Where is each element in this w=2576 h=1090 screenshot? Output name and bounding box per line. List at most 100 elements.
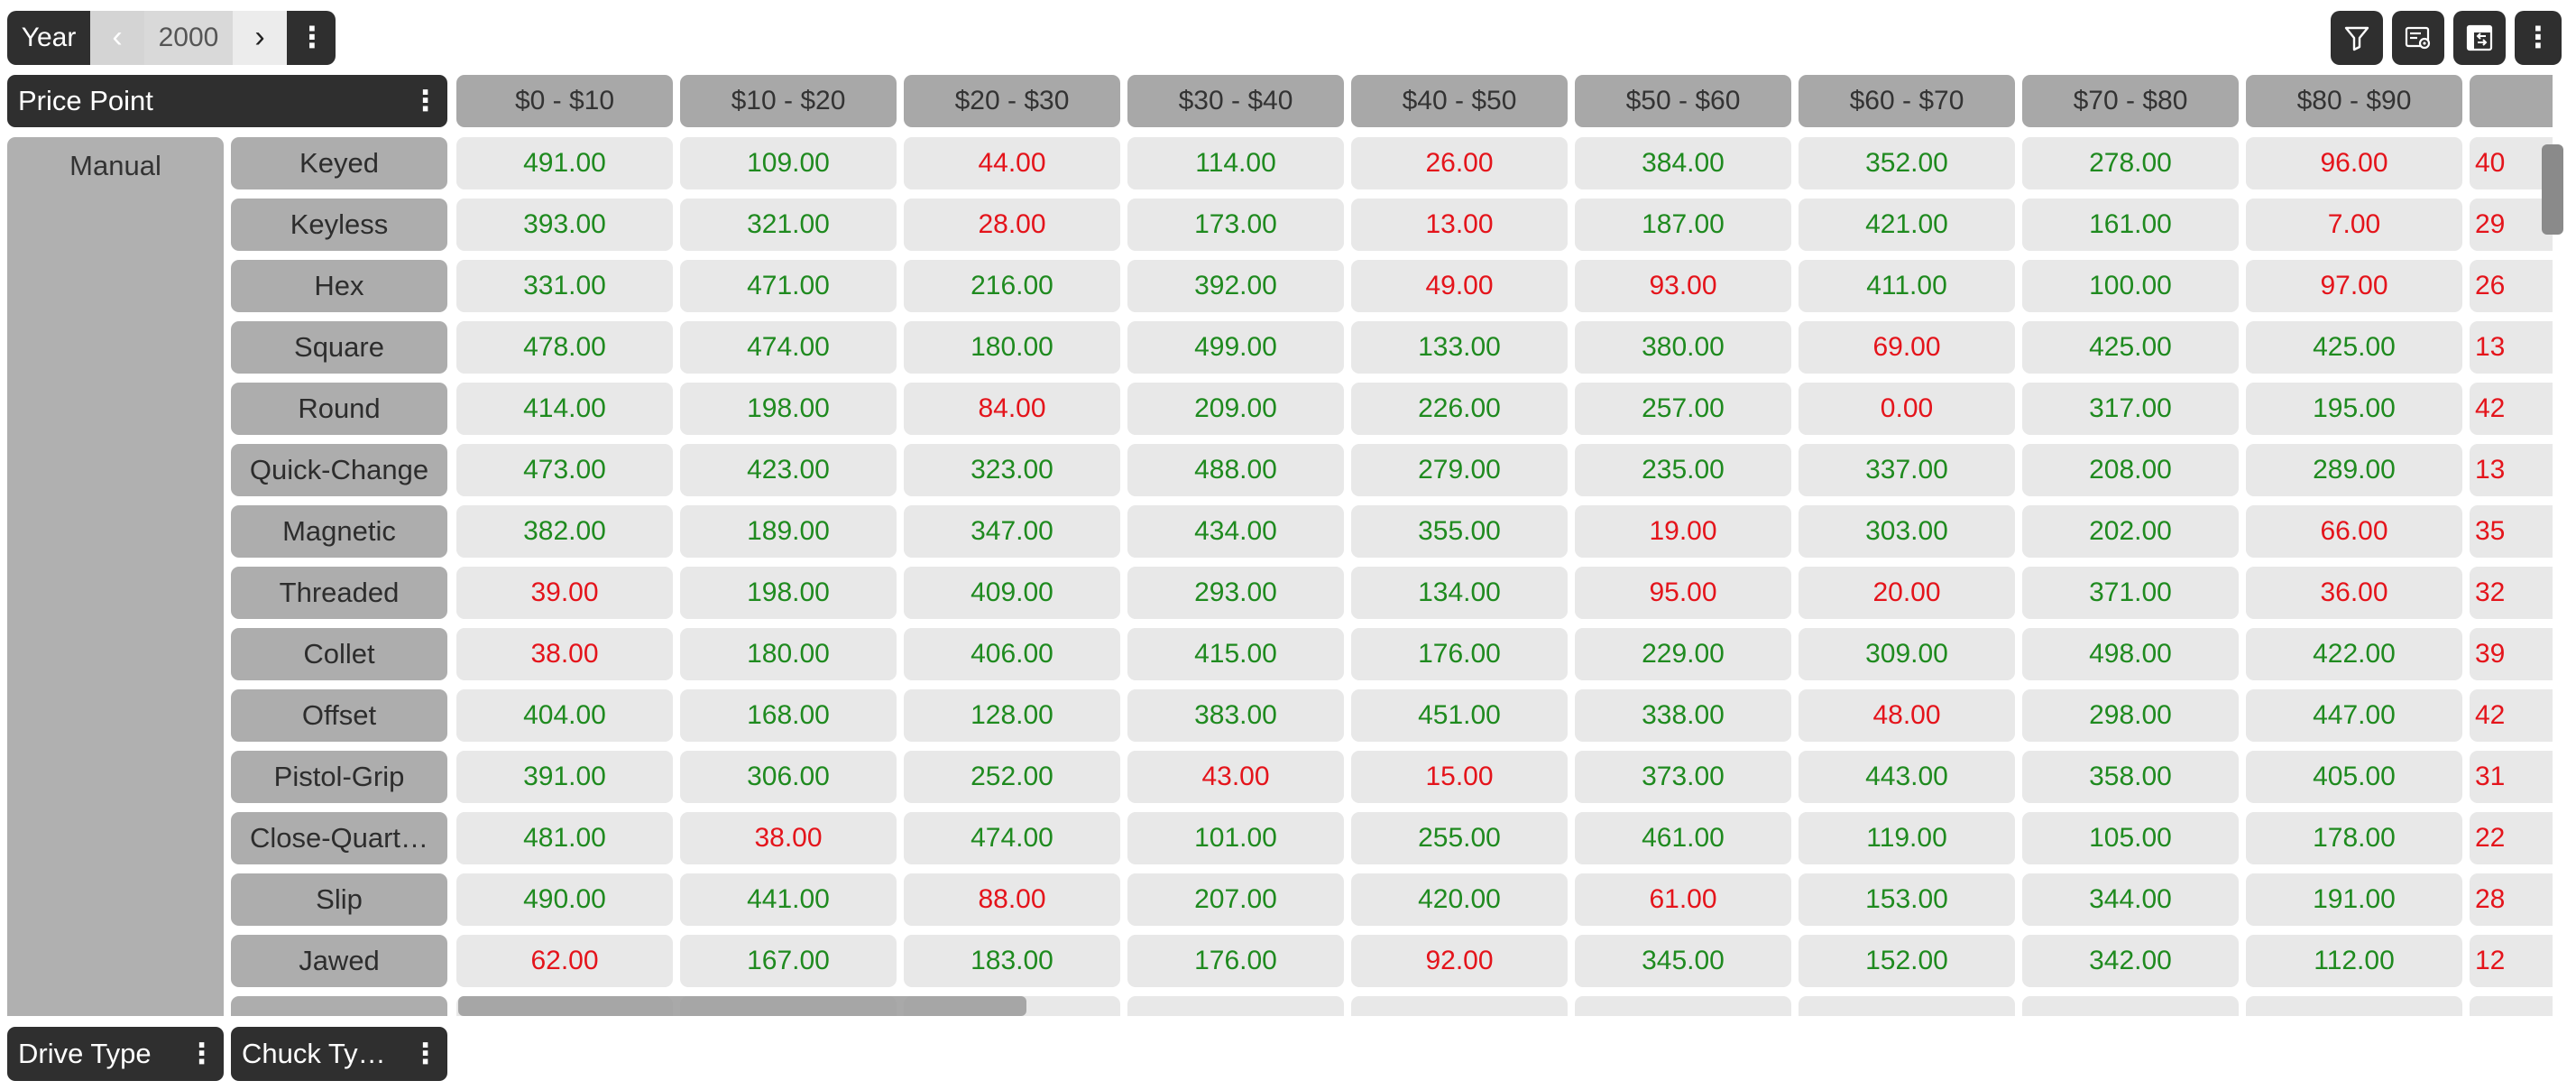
- table-cell[interactable]: 167.00: [680, 935, 897, 987]
- table-cell[interactable]: 183.00: [904, 935, 1120, 987]
- table-cell-partial[interactable]: [2470, 996, 2553, 1016]
- table-cell-partial[interactable]: [1575, 996, 1791, 1016]
- table-cell[interactable]: 96.00: [2246, 137, 2462, 189]
- drive-type-field[interactable]: Drive Type ⋮: [7, 1027, 224, 1081]
- table-cell[interactable]: 447.00: [2246, 689, 2462, 742]
- table-cell[interactable]: 393.00: [456, 199, 673, 251]
- table-cell[interactable]: 352.00: [1799, 137, 2015, 189]
- row-header[interactable]: Keyless: [231, 199, 447, 251]
- table-cell-partial[interactable]: [2246, 996, 2462, 1016]
- row-header[interactable]: Threaded: [231, 567, 447, 619]
- table-cell[interactable]: 392.00: [1127, 260, 1344, 312]
- table-cell[interactable]: 481.00: [456, 812, 673, 864]
- row-header[interactable]: Slip: [231, 873, 447, 926]
- table-cell[interactable]: 425.00: [2246, 321, 2462, 374]
- row-header[interactable]: Quick-Change: [231, 444, 447, 496]
- table-cell[interactable]: 323.00: [904, 444, 1120, 496]
- table-cell[interactable]: 22: [2470, 812, 2553, 864]
- table-cell[interactable]: 380.00: [1575, 321, 1791, 374]
- table-cell[interactable]: 40: [2470, 137, 2553, 189]
- column-header[interactable]: $10 - $20: [680, 75, 897, 127]
- table-cell[interactable]: 69.00: [1799, 321, 2015, 374]
- table-cell[interactable]: 95.00: [1575, 567, 1791, 619]
- chuck-type-field[interactable]: Chuck Ty… ⋮: [231, 1027, 447, 1081]
- column-header[interactable]: $40 - $50: [1351, 75, 1568, 127]
- table-cell[interactable]: 92.00: [1351, 935, 1568, 987]
- table-cell[interactable]: 384.00: [1575, 137, 1791, 189]
- table-cell[interactable]: 36.00: [2246, 567, 2462, 619]
- table-cell[interactable]: 443.00: [1799, 751, 2015, 803]
- table-cell[interactable]: 499.00: [1127, 321, 1344, 374]
- table-cell[interactable]: 209.00: [1127, 383, 1344, 435]
- table-cell[interactable]: 114.00: [1127, 137, 1344, 189]
- table-cell[interactable]: 414.00: [456, 383, 673, 435]
- table-cell[interactable]: 198.00: [680, 567, 897, 619]
- table-cell[interactable]: 347.00: [904, 505, 1120, 558]
- table-cell[interactable]: 109.00: [680, 137, 897, 189]
- column-header[interactable]: $70 - $80: [2022, 75, 2239, 127]
- horizontal-scrollbar[interactable]: [458, 996, 1026, 1016]
- row-group-header[interactable]: Manual: [7, 137, 224, 1016]
- table-cell[interactable]: 19.00: [1575, 505, 1791, 558]
- table-cell[interactable]: 168.00: [680, 689, 897, 742]
- row-header[interactable]: Pistol-Grip: [231, 751, 447, 803]
- table-cell[interactable]: 420.00: [1351, 873, 1568, 926]
- table-cell-partial[interactable]: [1351, 996, 1568, 1016]
- table-cell[interactable]: 42: [2470, 383, 2553, 435]
- table-cell[interactable]: 406.00: [904, 628, 1120, 680]
- table-cell[interactable]: 474.00: [680, 321, 897, 374]
- table-cell[interactable]: 119.00: [1799, 812, 2015, 864]
- column-header[interactable]: $50 - $60: [1575, 75, 1791, 127]
- table-cell[interactable]: 173.00: [1127, 199, 1344, 251]
- chuck-type-menu-icon[interactable]: ⋮: [411, 1038, 439, 1069]
- row-field-header[interactable]: Price Point ⋮: [7, 75, 447, 127]
- table-cell[interactable]: 133.00: [1351, 321, 1568, 374]
- table-cell[interactable]: 373.00: [1575, 751, 1791, 803]
- year-menu-button[interactable]: ⋮: [298, 21, 327, 53]
- row-header[interactable]: Collet: [231, 628, 447, 680]
- table-cell[interactable]: 105.00: [2022, 812, 2239, 864]
- table-cell[interactable]: 26: [2470, 260, 2553, 312]
- table-cell[interactable]: 39: [2470, 628, 2553, 680]
- column-header[interactable]: $0 - $10: [456, 75, 673, 127]
- table-cell[interactable]: 49.00: [1351, 260, 1568, 312]
- table-cell[interactable]: 31: [2470, 751, 2553, 803]
- table-cell[interactable]: 391.00: [456, 751, 673, 803]
- row-header[interactable]: Close-Quart…: [231, 812, 447, 864]
- table-cell[interactable]: 38.00: [456, 628, 673, 680]
- table-cell[interactable]: 289.00: [2246, 444, 2462, 496]
- table-cell[interactable]: 415.00: [1127, 628, 1344, 680]
- table-cell-partial[interactable]: [2022, 996, 2239, 1016]
- table-cell[interactable]: 178.00: [2246, 812, 2462, 864]
- table-cell[interactable]: 317.00: [2022, 383, 2239, 435]
- table-cell[interactable]: 488.00: [1127, 444, 1344, 496]
- column-header[interactable]: $20 - $30: [904, 75, 1120, 127]
- row-header[interactable]: Keyed: [231, 137, 447, 189]
- table-cell[interactable]: 207.00: [1127, 873, 1344, 926]
- table-cell[interactable]: 180.00: [680, 628, 897, 680]
- table-cell[interactable]: 293.00: [1127, 567, 1344, 619]
- table-cell[interactable]: 44.00: [904, 137, 1120, 189]
- table-cell[interactable]: 66.00: [2246, 505, 2462, 558]
- table-cell[interactable]: 15.00: [1351, 751, 1568, 803]
- table-cell[interactable]: 191.00: [2246, 873, 2462, 926]
- row-header[interactable]: Square: [231, 321, 447, 374]
- table-cell[interactable]: 26.00: [1351, 137, 1568, 189]
- table-cell[interactable]: 35: [2470, 505, 2553, 558]
- table-cell[interactable]: 88.00: [904, 873, 1120, 926]
- table-cell[interactable]: 441.00: [680, 873, 897, 926]
- table-cell[interactable]: 478.00: [456, 321, 673, 374]
- table-cell[interactable]: 235.00: [1575, 444, 1791, 496]
- table-cell[interactable]: 84.00: [904, 383, 1120, 435]
- table-cell[interactable]: 490.00: [456, 873, 673, 926]
- more-menu-button[interactable]: ⋮: [2515, 11, 2562, 65]
- table-cell[interactable]: 306.00: [680, 751, 897, 803]
- table-cell[interactable]: 208.00: [2022, 444, 2239, 496]
- table-cell[interactable]: 491.00: [456, 137, 673, 189]
- table-cell[interactable]: 298.00: [2022, 689, 2239, 742]
- table-cell[interactable]: 43.00: [1127, 751, 1344, 803]
- table-cell[interactable]: 255.00: [1351, 812, 1568, 864]
- table-cell[interactable]: 153.00: [1799, 873, 2015, 926]
- table-cell[interactable]: 195.00: [2246, 383, 2462, 435]
- year-prev-button[interactable]: ‹: [90, 11, 144, 65]
